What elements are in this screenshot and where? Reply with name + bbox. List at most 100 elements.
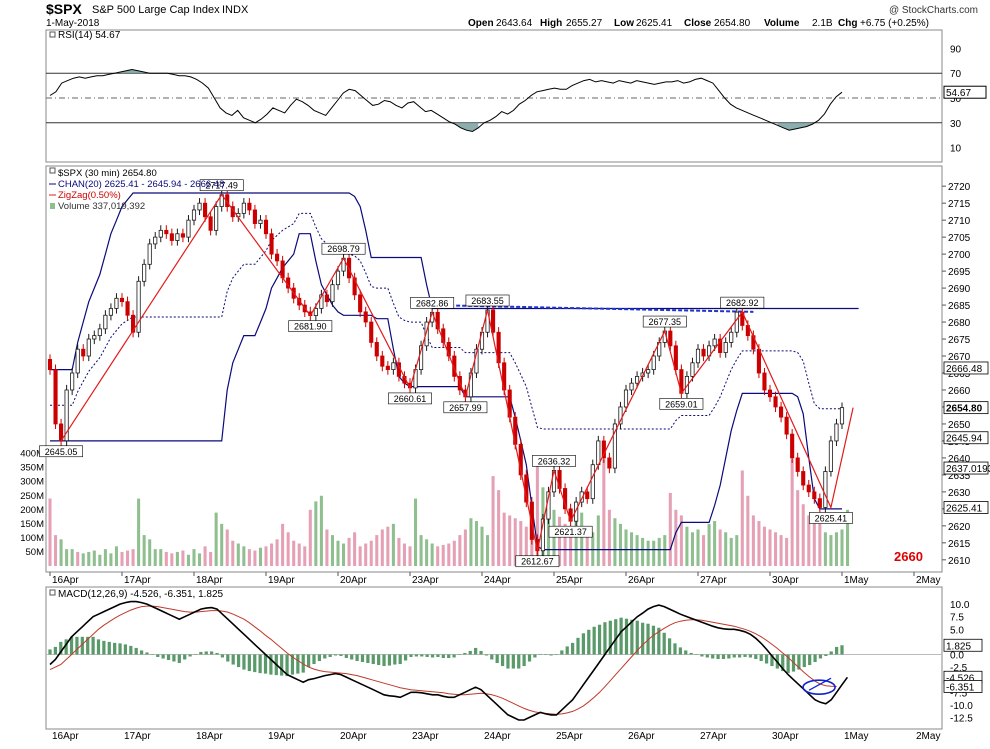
macd-histogram-bar — [409, 654, 413, 657]
zigzag-label-box — [443, 401, 488, 414]
macd-histogram-bar — [813, 654, 817, 663]
volume-bar — [120, 551, 124, 566]
candle-body — [784, 416, 789, 435]
zigzag-label: 2621.37 — [554, 527, 587, 537]
candle-body — [147, 243, 152, 265]
volume-bar — [607, 509, 611, 566]
macd-histogram-bar — [236, 654, 241, 668]
macd-x-tick-label: 20Apr — [340, 731, 367, 742]
volume-bar — [513, 518, 517, 566]
volume-bar — [779, 535, 783, 566]
candle-body — [607, 457, 612, 469]
candle-body — [391, 362, 396, 371]
volume-bar — [59, 539, 63, 566]
volume-bar — [319, 495, 323, 566]
volume-bar — [796, 490, 800, 566]
candle-body — [186, 219, 191, 238]
channel-legend-text: CHAN(20) 2625.41 - 2645.94 - 2666.48 — [58, 179, 224, 190]
volume-tick-label: 100M — [20, 533, 44, 544]
candle-body — [612, 423, 617, 469]
candle-body — [119, 297, 125, 303]
zigzag-label-box — [515, 555, 560, 568]
volume-bar — [297, 543, 301, 566]
zigzag-label: 2645.05 — [45, 447, 78, 457]
watermark: @ StockCharts.com — [889, 5, 978, 16]
volume-bar — [702, 535, 706, 566]
candle-body — [635, 375, 640, 384]
candle-body — [795, 457, 800, 472]
zigzag-label: 2657.99 — [449, 403, 482, 413]
x-tick-label: 30Apr — [772, 575, 799, 586]
volume-bar — [192, 549, 196, 566]
macd-histogram-bar — [150, 654, 154, 655]
candle-body — [756, 348, 761, 374]
x-axis-layer: 16Apr 17Apr 18Apr 19Apr 20Apr 23Apr 24Apr 25Apr… — [49, 572, 940, 742]
chart-header: $SPX S&P 500 Large Cap Index INDX 1-May-… — [46, 1, 978, 29]
volume-bar — [114, 546, 118, 566]
macd-histogram-bar — [484, 654, 489, 656]
volume-bar — [757, 521, 761, 566]
macd-histogram-bar — [247, 654, 251, 672]
candle-body — [734, 311, 739, 333]
low-label: Low — [614, 18, 634, 29]
macd-histogram-bar — [166, 654, 171, 661]
macd-histogram-bar — [641, 622, 645, 655]
price-right-label: 2654.80 — [946, 404, 983, 415]
macd-histogram-bar — [129, 645, 133, 655]
macd-histogram-bar — [382, 654, 386, 667]
volume-bar — [92, 550, 96, 566]
candle-body — [97, 328, 102, 337]
volume-bar — [369, 540, 373, 566]
candle-body — [108, 308, 113, 316]
volume-bar — [480, 526, 484, 566]
macd-histogram-bar — [506, 654, 510, 669]
macd-histogram-bar — [134, 647, 138, 655]
macd-histogram-bar — [549, 654, 553, 656]
macd-x-tick-label: 27Apr — [700, 731, 727, 742]
volume-bar — [602, 459, 606, 566]
macd-histogram-bar — [479, 650, 483, 655]
macd-histogram-bar — [285, 654, 289, 677]
candle-body — [590, 464, 595, 500]
volume-bar — [574, 518, 578, 566]
macd-histogram-bar — [694, 654, 699, 655]
rsi-oversold-fill — [777, 122, 813, 131]
price-tick-label: 2715 — [948, 199, 971, 210]
volume-bar — [54, 535, 58, 566]
candle-body — [203, 202, 208, 218]
zigzag-label-box — [39, 445, 83, 458]
macd-histogram-bar — [398, 654, 402, 665]
volume-bar — [690, 532, 694, 566]
volume-bar — [441, 544, 445, 566]
macd-histogram-bar — [360, 654, 365, 663]
price-tick-label: 2635 — [948, 471, 971, 482]
zigzag-label-box — [321, 242, 366, 255]
volume-bar — [762, 526, 766, 566]
macd-right-label: 1.825 — [946, 641, 971, 652]
rsi-tick-label: 90 — [950, 44, 962, 55]
volume-bar — [785, 537, 789, 566]
volume-bar — [198, 553, 202, 566]
x-tick-label: 24Apr — [484, 575, 511, 586]
candle-body — [197, 202, 202, 211]
candle-body — [363, 311, 368, 323]
macd-histogram-bar — [808, 654, 812, 666]
volume-bar — [264, 546, 268, 566]
volume-bar — [308, 509, 312, 566]
macd-histogram-bar — [102, 640, 106, 655]
macd-histogram-bar — [333, 654, 338, 656]
macd-signal-line — [49, 605, 837, 715]
price-right-label: 2666.48 — [946, 364, 983, 375]
rsi-oversold-fill — [454, 122, 479, 132]
volume-bar — [87, 551, 91, 566]
macd-tick-label: 0.0 — [950, 650, 964, 661]
macd-histogram-bar — [53, 646, 58, 655]
volume-bar — [685, 526, 689, 566]
volume-bar — [364, 543, 368, 566]
rsi-last-value: 54.67 — [946, 88, 971, 99]
macd-histogram-bar — [80, 636, 84, 655]
candle-body — [125, 301, 130, 316]
volume-bar — [231, 540, 235, 566]
volume-bar — [768, 529, 772, 566]
